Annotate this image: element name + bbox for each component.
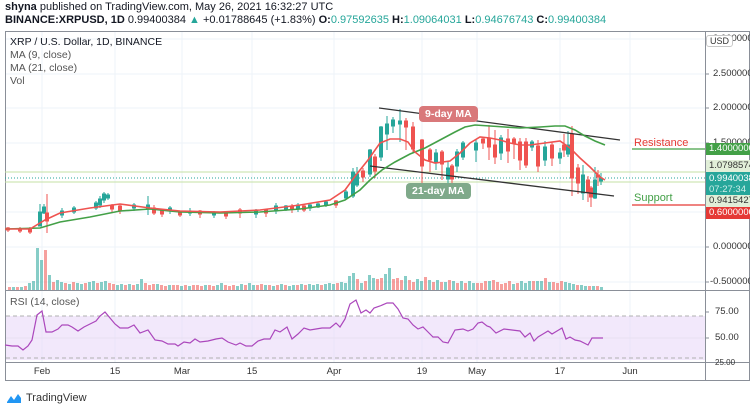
time-tick-apr: Apr [326, 366, 342, 377]
support-price-badge: 0.60000000 [706, 207, 750, 219]
legend-ma21[interactable]: MA (21, close) [10, 62, 78, 74]
rsi-label[interactable]: RSI (14, close) [10, 296, 80, 308]
up-arrow-icon: ▲ [189, 14, 200, 26]
published-text: published on TradingView.com, May 26, 20… [39, 1, 334, 13]
price-label-neg-0-5: -0.50000000 [710, 276, 750, 287]
symbol-ohlc-bar: BINANCE:XRPUSD, 1D 0.99400384 ▲ +0.01788… [5, 14, 606, 26]
price-label-2-5: 2.50000000 [713, 68, 750, 79]
rsi-axis-50: 50.00 [715, 332, 739, 343]
legend-vol[interactable]: Vol [10, 75, 25, 87]
low-label: L: [464, 14, 476, 26]
time-tick-apr-19: 19 [416, 366, 428, 377]
tradingview-logo[interactable]: TradingView [6, 392, 87, 404]
time-tick-feb: Feb [33, 366, 51, 377]
price-label-1-5: 1.50000000 [710, 137, 750, 149]
price-label-0: 0.00000000 [713, 241, 750, 252]
bar-countdown: 07:27:34 [709, 184, 746, 195]
time-tick-may-17: 17 [554, 366, 566, 377]
rsi-axis-75: 75.00 [715, 306, 739, 317]
time-tick-jun: Jun [622, 366, 638, 377]
price-change: +0.01788645 (+1.83%) [203, 14, 316, 26]
time-tick-mar-15: 15 [246, 366, 258, 377]
last-price-value: 0.99400384 [709, 173, 750, 184]
support-label: Support [634, 192, 673, 204]
open-value: 0.97592635 [330, 14, 389, 26]
ma9-line [5, 136, 606, 230]
volume-bars [8, 248, 603, 290]
close-value: 0.99400384 [548, 14, 607, 26]
high-value: 1.09064031 [403, 14, 462, 26]
last-price-badge: 0.99400384 07:27:34 [706, 172, 750, 196]
currency-badge[interactable]: USD [706, 35, 734, 47]
low-value: 0.94676743 [475, 14, 534, 26]
rsi-axis-25: 25.00 [715, 358, 736, 367]
price-label-2: 2.00000000 [713, 102, 750, 113]
close-label: C: [536, 14, 549, 26]
author-name: shyna [5, 1, 37, 13]
resistance-label: Resistance [634, 137, 689, 149]
ma21-callout: 21-day MA [406, 183, 471, 199]
legend-title: XRP / U.S. Dollar, 1D, BINANCE [10, 36, 163, 48]
ma9-callout: 9-day MA [419, 106, 478, 122]
tradingview-logo-icon [7, 394, 21, 403]
open-label: O: [318, 14, 331, 26]
time-tick-mar: Mar [173, 366, 191, 377]
ma21-line [4, 124, 606, 230]
ma9-value-badge: 0.94154279 [706, 195, 750, 207]
symbol-label: BINANCE:XRPUSD, 1D [5, 14, 125, 26]
ma21-value-badge: 1.07985740 [706, 160, 750, 172]
chart-legend: XRP / U.S. Dollar, 1D, BINANCE MA (9, cl… [10, 36, 162, 88]
resistance-price-badge: 1.40000000 [706, 143, 750, 155]
legend-ma9[interactable]: MA (9, close) [10, 49, 72, 61]
rsi-line [4, 299, 603, 351]
publish-info: shyna published on TradingView.com, May … [5, 1, 333, 13]
time-tick-may: May [468, 366, 486, 377]
tradingview-brand: TradingView [26, 392, 87, 404]
last-price: 0.99400384 [127, 14, 186, 26]
time-tick-feb-15: 15 [109, 366, 121, 377]
high-label: H: [392, 14, 404, 26]
